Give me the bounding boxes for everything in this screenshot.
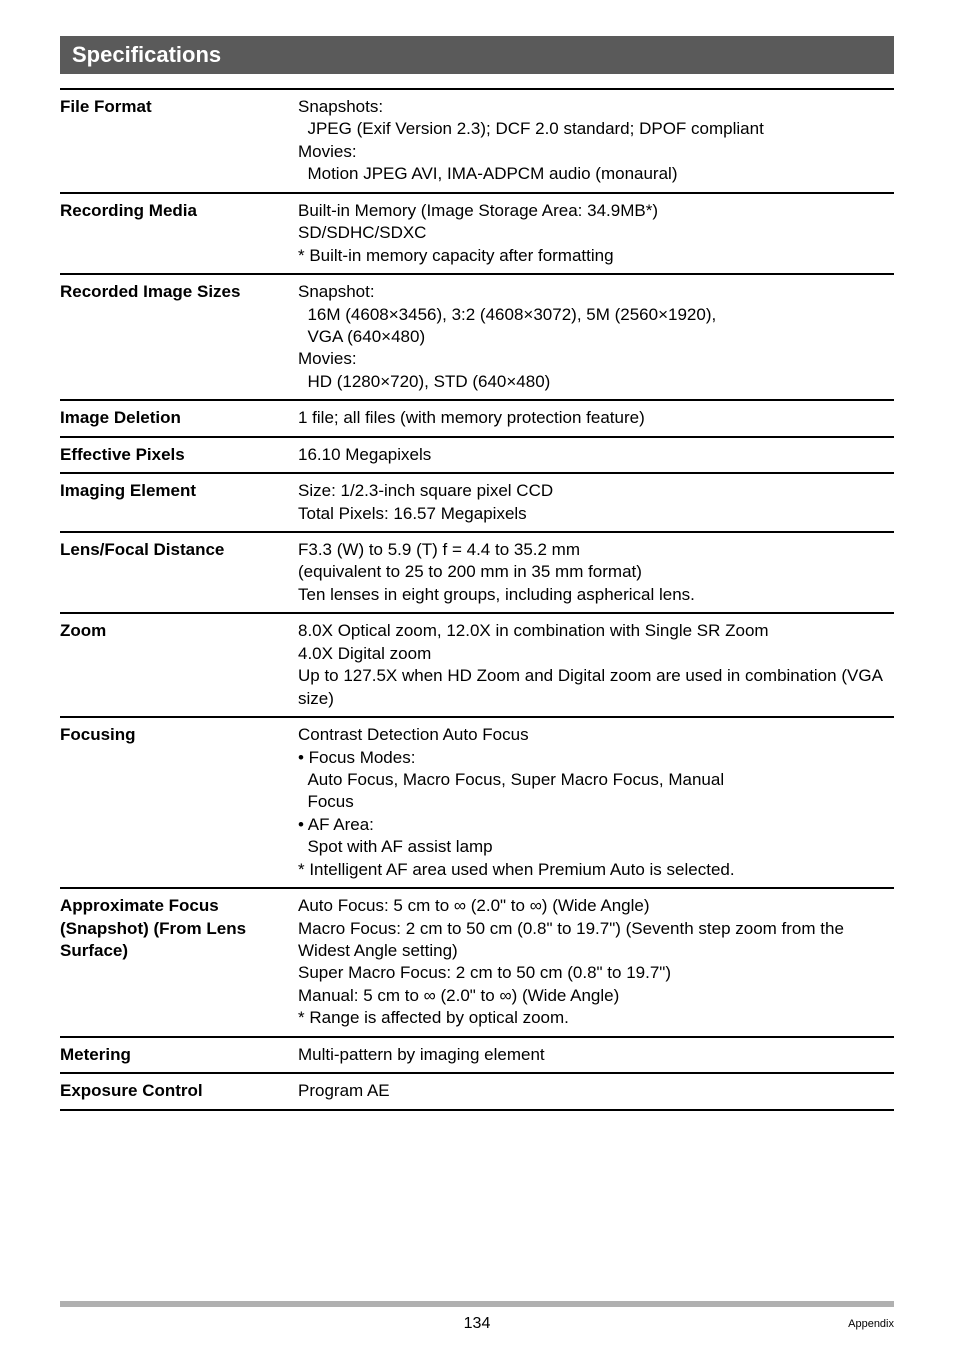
table-row: File Format Snapshots: JPEG (Exif Versio…: [60, 88, 894, 192]
table-row: Approximate Focus (Snapshot) (From Lens …: [60, 887, 894, 1036]
spec-label: File Format: [60, 96, 298, 186]
spec-value: Contrast Detection Auto Focus • Focus Mo…: [298, 724, 890, 881]
table-row: Lens/Focal Distance F3.3 (W) to 5.9 (T) …: [60, 531, 894, 612]
table-row: Image Deletion 1 file; all files (with m…: [60, 399, 894, 435]
table-row: Imaging Element Size: 1/2.3-inch square …: [60, 472, 894, 531]
spec-label: Focusing: [60, 724, 298, 881]
table-row: Focusing Contrast Detection Auto Focus •…: [60, 716, 894, 887]
spec-label: Image Deletion: [60, 407, 298, 429]
spec-label: Effective Pixels: [60, 444, 298, 466]
spec-value: Multi-pattern by imaging element: [298, 1044, 890, 1066]
spec-value: Snapshots: JPEG (Exif Version 2.3); DCF …: [298, 96, 890, 186]
page-footer: 134 Appendix: [0, 1301, 954, 1335]
spec-label: Approximate Focus (Snapshot) (From Lens …: [60, 895, 298, 1030]
table-row: Effective Pixels 16.10 Megapixels: [60, 436, 894, 472]
footer-divider: [60, 1301, 894, 1307]
spec-label: Metering: [60, 1044, 298, 1066]
page-container: Specifications File Format Snapshots: JP…: [0, 0, 954, 1357]
spec-label: Imaging Element: [60, 480, 298, 525]
spec-value: Built-in Memory (Image Storage Area: 34.…: [298, 200, 890, 267]
spec-value: Size: 1/2.3-inch square pixel CCD Total …: [298, 480, 890, 525]
spec-label: Exposure Control: [60, 1080, 298, 1102]
spec-value: F3.3 (W) to 5.9 (T) f = 4.4 to 35.2 mm (…: [298, 539, 890, 606]
table-row: Recording Media Built-in Memory (Image S…: [60, 192, 894, 273]
table-row: Recorded Image Sizes Snapshot: 16M (4608…: [60, 273, 894, 399]
spec-value: Snapshot: 16M (4608×3456), 3:2 (4608×307…: [298, 281, 890, 393]
spec-value: Program AE: [298, 1080, 890, 1102]
spec-label: Recording Media: [60, 200, 298, 267]
spec-value: 1 file; all files (with memory protectio…: [298, 407, 890, 429]
footer-row: 134 Appendix: [60, 1315, 894, 1335]
spec-label: Zoom: [60, 620, 298, 710]
spec-label: Lens/Focal Distance: [60, 539, 298, 606]
spec-table: File Format Snapshots: JPEG (Exif Versio…: [60, 88, 894, 1111]
page-number: 134: [464, 1315, 491, 1335]
table-row: Exposure Control Program AE: [60, 1072, 894, 1110]
footer-section-label: Appendix: [848, 1318, 894, 1330]
spec-label: Recorded Image Sizes: [60, 281, 298, 393]
spec-value: Auto Focus: 5 cm to ∞ (2.0" to ∞) (Wide …: [298, 895, 890, 1030]
spec-value: 16.10 Megapixels: [298, 444, 890, 466]
table-row: Zoom 8.0X Optical zoom, 12.0X in combina…: [60, 612, 894, 716]
table-row: Metering Multi-pattern by imaging elemen…: [60, 1036, 894, 1072]
spec-value: 8.0X Optical zoom, 12.0X in combination …: [298, 620, 890, 710]
section-title: Specifications: [60, 36, 894, 74]
